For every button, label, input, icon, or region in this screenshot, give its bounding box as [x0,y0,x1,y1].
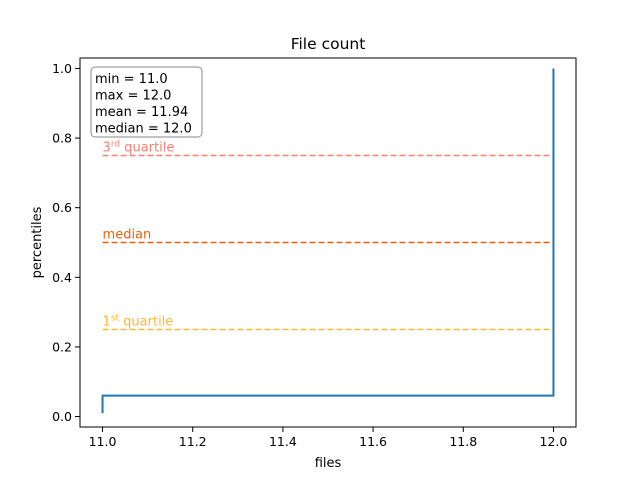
y-tick-label: 0.4 [52,270,72,285]
y-axis: 0.0 0.2 0.4 0.6 0.8 1.0 [52,61,80,424]
x-tick-label: 12.0 [540,434,568,449]
x-axis-label: files [315,456,342,471]
x-axis: 11.0 11.2 11.4 11.6 11.8 12.0 [89,427,568,449]
x-tick-label: 11.8 [449,434,477,449]
y-tick-label: 0.6 [52,200,72,215]
y-tick-label: 1.0 [52,61,72,76]
reference-line-label: 1st quartile [103,314,174,330]
axes-frame [79,57,577,428]
y-axis-label: percentiles [30,206,45,278]
stats-line: max = 12.0 [95,89,171,104]
x-tick-label: 11.0 [89,434,117,449]
x-tick-label: 11.6 [359,434,387,449]
y-tick-label: 0.2 [52,339,72,354]
stats-line: min = 11.0 [95,72,168,87]
cdf-step-line [101,68,555,414]
x-tick-label: 11.2 [179,434,207,449]
reference-line-label: 3rd quartile [103,139,175,155]
reference-line-label: median [103,228,152,243]
stats-line: median = 12.0 [95,122,192,137]
plot-area: 3rd quartile median 1st quartile [101,68,555,414]
x-tick-label: 11.4 [269,434,297,449]
stats-box-frame [90,66,203,138]
stats-line: mean = 11.94 [95,105,188,120]
y-tick-label: 0.0 [52,409,72,424]
chart-title: File count [291,35,366,53]
y-tick-label: 0.8 [52,131,72,146]
